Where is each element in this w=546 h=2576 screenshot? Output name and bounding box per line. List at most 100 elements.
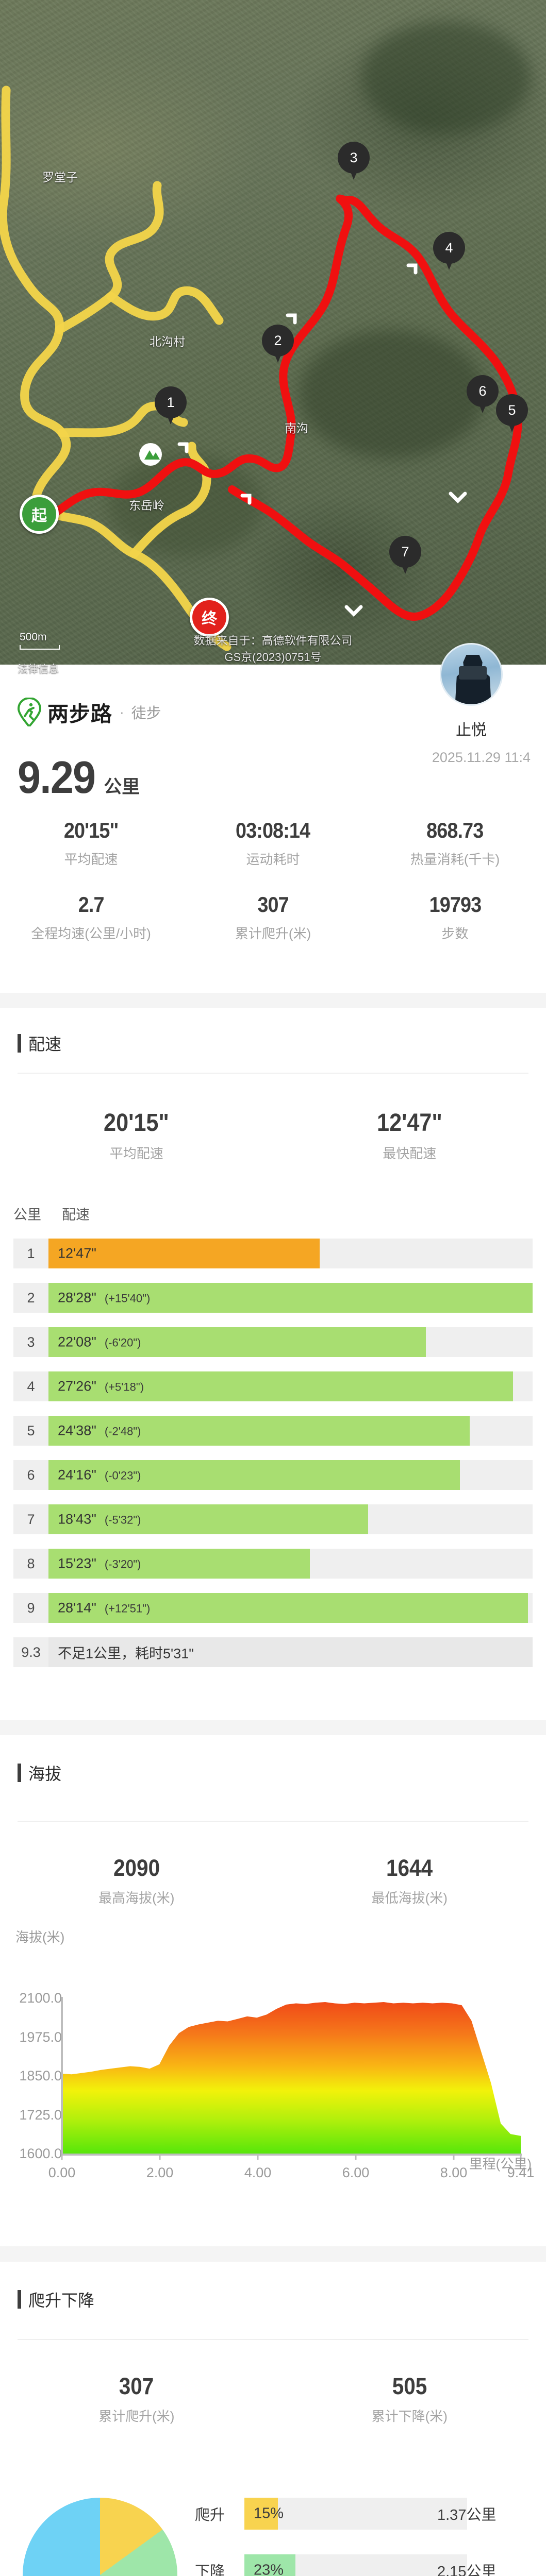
distance-unit: 公里 xyxy=(104,777,140,797)
end-marker[interactable]: 终 xyxy=(190,598,229,637)
avatar-camera xyxy=(459,666,487,680)
elevation-max-label: 最高海拔(米) xyxy=(98,1890,175,1906)
pace-row-text: 24'16" (-0'23") xyxy=(58,1467,141,1483)
waypoint-marker-7[interactable]: 7 xyxy=(389,536,421,577)
legend-bar-track: 15% xyxy=(244,2498,467,2530)
pace-best-label: 最快配速 xyxy=(383,1146,437,1161)
elevation-min-value: 1644 xyxy=(386,1855,433,1881)
descent-block: 505 累计下降(米) xyxy=(273,2373,546,2425)
pace-row-text: 27'26" (+5'18") xyxy=(58,1378,144,1394)
legend-distance: 1.37公里 xyxy=(437,2507,497,2523)
elevation-chart: 海拔(米) 2100.0 1975.0 1850.0 1725.0 1600.0 0.0… xyxy=(0,1922,546,2195)
chart-y-tick: 1600.0 xyxy=(19,2146,62,2161)
avatar-figure xyxy=(455,655,491,704)
waypoint-marker-3[interactable]: 3 xyxy=(338,142,370,183)
pace-row-text: 15'23" (-3'20") xyxy=(58,1555,141,1571)
pace-row-text: 24'38" (-2'48") xyxy=(58,1422,141,1438)
table-row: 1 12'47" xyxy=(13,1239,533,1268)
pace-best-block: 12'47" 最快配速 xyxy=(273,1109,546,1162)
pace-row-km: 9.3 xyxy=(13,1637,48,1667)
pace-row-delta: (-0'23") xyxy=(104,1469,141,1482)
route-map[interactable]: 罗堂子 北沟村 南沟 东岳岭 1 2 3 4 5 6 7 8 8 起 xyxy=(0,0,546,665)
waypoint-label: 6 xyxy=(478,383,487,399)
climb-divider xyxy=(18,2339,528,2340)
map-shade-3 xyxy=(108,453,263,556)
pace-row-delta: (-5'32") xyxy=(104,1513,141,1527)
start-marker[interactable]: 起 xyxy=(20,495,59,534)
username: 止悦 xyxy=(456,722,487,739)
ascent-value: 307 xyxy=(119,2373,154,2399)
map-scale-label: 500m xyxy=(20,631,47,643)
pace-row-km: 4 xyxy=(13,1371,48,1401)
map-scale: 500m xyxy=(20,631,60,650)
stat-label: 累计爬升(米) xyxy=(235,926,311,941)
map-label-3: 东岳岭 xyxy=(129,499,164,512)
pace-row-km: 9 xyxy=(13,1593,48,1623)
climb-summary: 307 累计爬升(米) 505 累计下降(米) xyxy=(0,2373,546,2425)
pace-row-text: 28'14" (+12'51") xyxy=(58,1600,151,1616)
pace-row-bar xyxy=(48,1504,368,1534)
brand-name: 两步路 xyxy=(47,702,112,726)
map-attribution-line2: GS京(2023)0751号 xyxy=(224,650,322,664)
pace-row-delta: (+5'18") xyxy=(104,1380,144,1394)
table-row: 7 18'43" (-5'32") xyxy=(13,1504,533,1534)
waypoint-marker-6[interactable]: 6 xyxy=(467,375,499,416)
pace-col-pace: 配速 xyxy=(62,1207,90,1223)
stat-value: 20'15" xyxy=(63,818,119,842)
pace-row-km: 7 xyxy=(13,1504,48,1534)
stat-steps: 19793 步数 xyxy=(364,892,546,942)
section-tick xyxy=(18,2290,21,2309)
stat-value: 307 xyxy=(257,892,289,917)
elevation-divider xyxy=(18,1821,528,1822)
waypoint-marker-5[interactable]: 5 xyxy=(496,394,528,435)
climb-section-header: 爬升下降 xyxy=(18,2287,94,2311)
table-row: 5 24'38" (-2'48") xyxy=(13,1416,533,1446)
legend-row: 爬升 15% 1.37公里 xyxy=(195,2498,530,2530)
pace-divider xyxy=(18,1073,528,1074)
table-row: 2 28'28" (+15'40") xyxy=(13,1283,533,1313)
pace-row-text: 12'47" xyxy=(58,1245,96,1261)
pace-row-km: 6 xyxy=(13,1460,48,1490)
activity-type: 徒步 xyxy=(131,705,161,722)
elevation-section-header: 海拔 xyxy=(18,1761,61,1785)
brand-separator: · xyxy=(120,704,124,720)
chart-y-axis-label: 海拔(米) xyxy=(15,1929,65,1945)
map-legal-link[interactable]: 法律信息 xyxy=(18,664,59,675)
pace-row-bar xyxy=(48,1371,514,1401)
pace-best-value: 12'47" xyxy=(376,1109,442,1137)
waypoint-marker-2[interactable]: 2 xyxy=(262,325,294,366)
stat-avg-pace: 20'15" 平均配速 xyxy=(0,818,182,868)
chart-x-tick: 8.00 xyxy=(440,2165,468,2180)
map-label-1: 北沟村 xyxy=(150,335,185,348)
legend-name: 爬升 xyxy=(195,2507,225,2523)
waypoint-label: 2 xyxy=(274,332,282,348)
waypoint-label: 1 xyxy=(167,394,175,410)
stat-label: 运动耗时 xyxy=(246,852,300,867)
pace-row-delta: (-2'48") xyxy=(104,1425,141,1438)
chart-x-tick: 2.00 xyxy=(146,2165,174,2180)
pace-row-track: 不足1公里，耗时5'31" xyxy=(48,1637,533,1667)
chart-y-tick: 1850.0 xyxy=(19,2068,62,2083)
chart-y-tick: 2100.0 xyxy=(19,1990,62,2006)
avatar[interactable] xyxy=(440,643,503,706)
pace-row-track: 15'23" (-3'20") xyxy=(48,1549,533,1579)
waypoint-label: 5 xyxy=(508,402,516,418)
ascent-block: 307 累计爬升(米) xyxy=(0,2373,273,2425)
waypoint-marker-1[interactable]: 1 xyxy=(155,386,187,428)
descent-label: 累计下降(米) xyxy=(371,2409,448,2424)
chart-x-tick: 6.00 xyxy=(342,2165,370,2180)
pace-row-km: 8 xyxy=(13,1549,48,1579)
map-attribution-line1: 数据来自于：高德软件有限公司 xyxy=(193,634,353,647)
table-row: 9 28'14" (+12'51") xyxy=(13,1593,533,1623)
table-row: 6 24'16" (-0'23") xyxy=(13,1460,533,1490)
activity-datetime: 2025.11.29 11:4 xyxy=(432,750,531,765)
map-scale-bar xyxy=(20,645,60,650)
pace-row-km: 1 xyxy=(13,1239,48,1268)
section-tick xyxy=(18,1034,21,1053)
stat-label: 步数 xyxy=(441,926,469,941)
waypoint-marker-4[interactable]: 4 xyxy=(433,232,465,273)
section-gap-2 xyxy=(0,1720,546,1735)
stat-label: 全程均速(公里/小时) xyxy=(31,926,151,941)
legend-distance: 2.15公里 xyxy=(437,2564,497,2576)
